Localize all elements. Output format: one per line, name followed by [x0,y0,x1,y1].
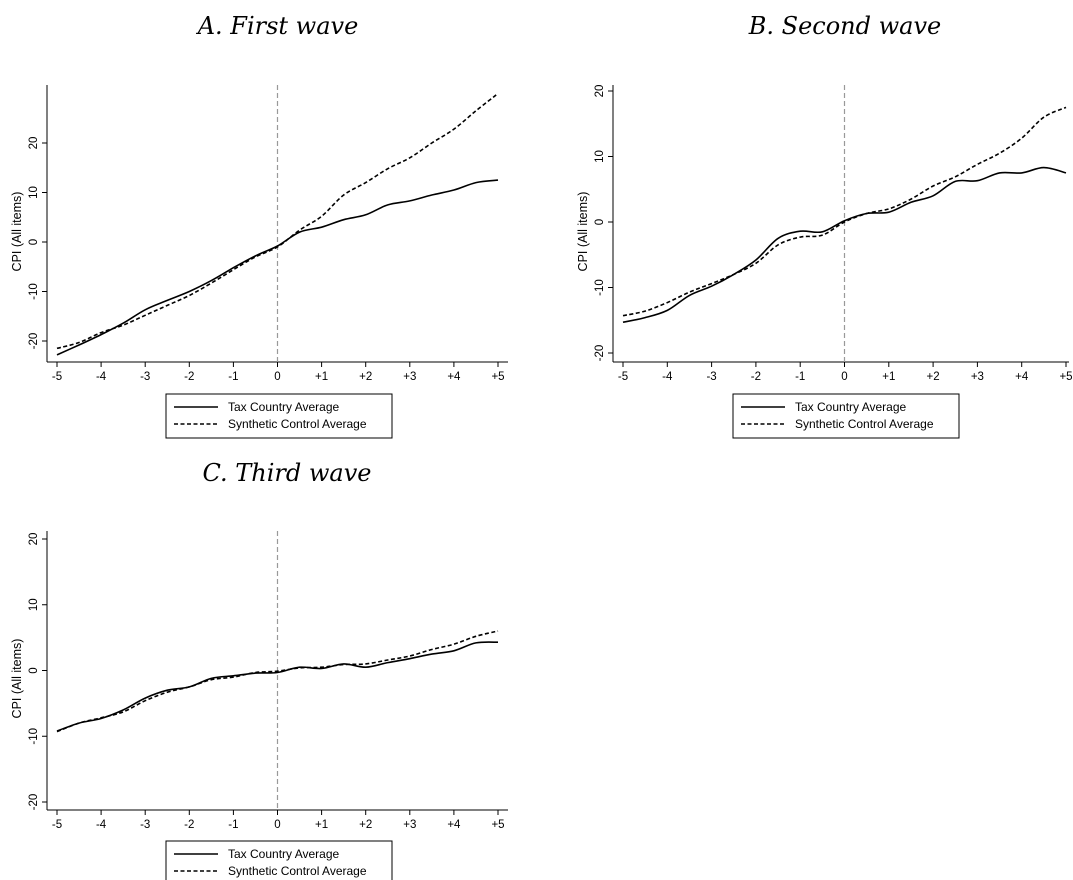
panel-title: A. First wave [196,12,359,40]
x-tick-label: +4 [447,819,461,831]
x-tick-label: -2 [751,371,761,383]
x-tick-label: +3 [403,371,416,383]
x-tick-label: -4 [96,371,107,383]
series-line-tax-country [56,641,499,732]
panel-a: A. First wave-5 -4 -3 -2 -1 0 +1 +2 +3 +4 +5-20-10… [10,12,508,439]
x-tick-label: +3 [971,371,984,383]
x-tick-label: -4 [662,371,673,383]
panel-title: B. Second wave [748,12,942,40]
x-tick-label: -5 [52,819,62,831]
y-tick-label: -20 [28,333,40,350]
x-tick-label: +2 [359,371,372,383]
x-tick-label: +1 [315,371,328,383]
legend-label: Tax Country Average [228,847,340,861]
x-tick-label: -3 [706,371,716,383]
x-tick-label: +1 [882,371,895,383]
y-axis-title: CPI (All items) [10,192,24,272]
y-tick-label: 20 [28,137,40,150]
x-tick-label: 0 [274,819,280,831]
x-tick-label: +1 [315,819,328,831]
series-line-tax-country [622,166,1067,323]
x-tick-label: +2 [927,371,940,383]
x-tick-label: +5 [1059,371,1072,383]
x-tick-label: -2 [184,819,194,831]
x-tick-label: -1 [228,819,238,831]
y-tick-label: 20 [28,533,40,546]
y-axis-title: CPI (All items) [576,192,590,272]
x-tick-label: -3 [140,371,150,383]
x-tick-label: +4 [447,371,461,383]
x-tick-label: 0 [274,371,280,383]
legend-label: Synthetic Control Average [795,417,934,431]
y-tick-label: 0 [28,667,40,673]
legend-box [732,393,960,439]
legend: Tax Country Average Synthetic Control Ave… [732,393,960,439]
y-tick-label: -10 [28,728,40,745]
legend: Tax Country Average Synthetic Control Ave… [165,393,393,439]
series-line-synthetic-control [56,92,499,350]
x-tick-label: -1 [228,371,238,383]
x-tick-label: +4 [1015,371,1029,383]
panel-title: C. Third wave [203,459,372,487]
legend-label: Synthetic Control Average [228,417,367,431]
panel-c: C. Third wave-5 -4 -3 -2 -1 0 +1 +2 +3 +4 +5-20-10… [10,459,508,880]
y-axis-title: CPI (All items) [10,639,24,719]
series-line-synthetic-control [622,106,1067,317]
x-tick-label: +5 [491,371,504,383]
x-tick-label: 0 [841,371,847,383]
y-tick-label: 10 [28,598,40,611]
y-tick-label: -20 [28,794,40,811]
legend: Tax Country Average Synthetic Control Ave… [165,840,393,880]
y-tick-label: 20 [594,85,606,98]
y-tick-label: 10 [28,186,40,199]
x-tick-label: -2 [184,371,194,383]
legend-label: Synthetic Control Average [228,864,367,878]
legend-box [165,840,393,880]
x-tick-label: +3 [403,819,416,831]
panel-b: B. Second wave-5 -4 -3 -2 -1 0 +1 +2 +3 +4 +5-20-1… [576,12,1073,439]
y-tick-label: 0 [28,239,40,245]
y-tick-label: 10 [594,150,606,163]
x-tick-label: -1 [795,371,805,383]
series-line-synthetic-control [56,630,499,733]
x-tick-label: -4 [96,819,107,831]
y-tick-label: -10 [594,279,606,296]
y-tick-label: 0 [594,219,606,225]
legend-box [165,393,393,439]
legend-label: Tax Country Average [795,400,907,414]
x-tick-label: -5 [52,371,62,383]
x-tick-label: -3 [140,819,150,831]
y-tick-label: -10 [28,283,40,300]
y-tick-label: -20 [594,345,606,362]
x-tick-label: +5 [491,819,504,831]
x-tick-label: -5 [618,371,628,383]
x-tick-label: +2 [359,819,372,831]
legend-label: Tax Country Average [228,400,340,414]
